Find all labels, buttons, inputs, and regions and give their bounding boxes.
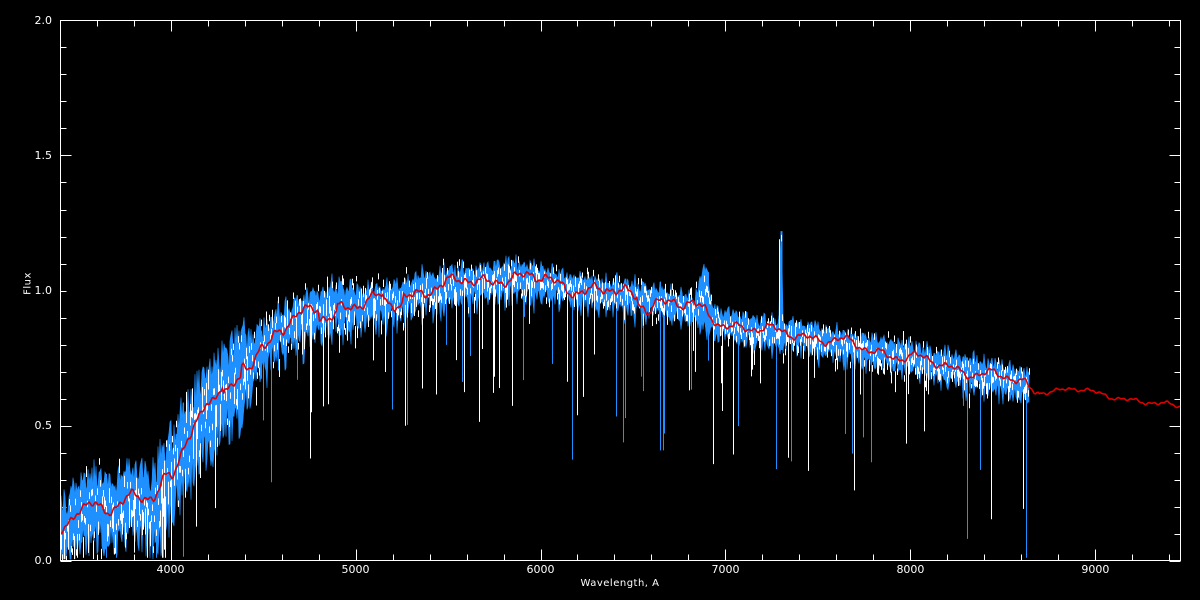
x-tick-label: 6000 (526, 563, 555, 576)
x-tick-label: 4000 (156, 563, 185, 576)
observed-spectrum-white (61, 234, 1030, 561)
x-axis-label: Wavelength, A (580, 578, 660, 589)
x-tick-label: 9000 (1081, 563, 1110, 576)
x-tick-label: 5000 (341, 563, 370, 576)
y-tick-label: 1.5 (34, 148, 53, 162)
y-tick-label: 2.0 (34, 13, 53, 27)
y-tick-label: 0.5 (34, 418, 53, 432)
axis-frame (60, 20, 1181, 561)
y-tick-label: 1.0 (34, 283, 53, 297)
axis-tick-marks (60, 20, 1181, 562)
x-tick-label: 7000 (711, 563, 740, 576)
x-tick-label: 8000 (896, 563, 925, 576)
model-fit-red (60, 270, 1181, 535)
data-series-layer (60, 231, 1181, 561)
y-tick-label: 0.0 (34, 553, 53, 567)
